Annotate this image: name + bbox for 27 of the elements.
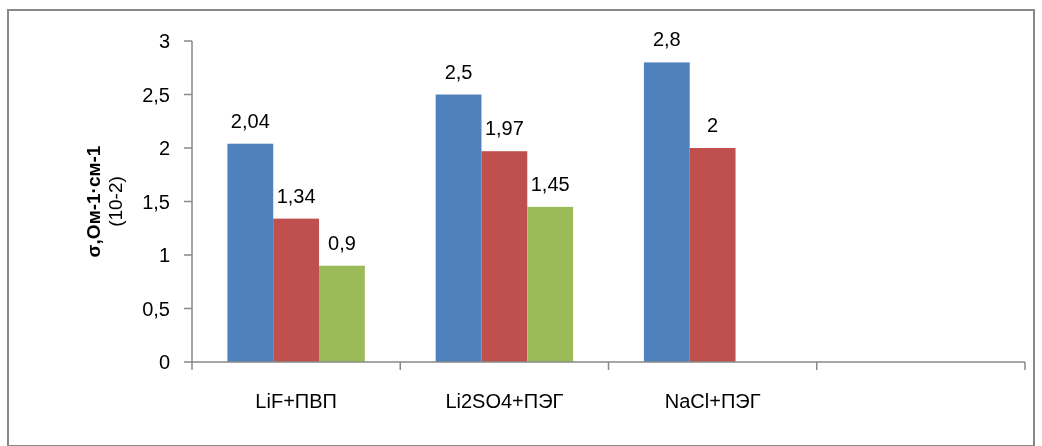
data-label: 1,34 <box>276 184 316 207</box>
data-label: 2 <box>707 114 719 136</box>
data-label: 2,8 <box>652 28 681 51</box>
y-tick-label: 1,5 <box>142 190 170 213</box>
bar <box>227 143 274 362</box>
data-label: 2,5 <box>444 60 473 83</box>
data-label: 1,45 <box>530 172 570 195</box>
data-label: 1,97 <box>484 117 524 140</box>
bar <box>319 265 365 362</box>
y-tick-label: 0 <box>158 351 170 373</box>
y-tick-label: 0,5 <box>142 297 170 320</box>
bar <box>527 206 574 362</box>
y-tick-label: 1 <box>158 244 170 266</box>
bar <box>481 151 528 362</box>
y-axis-title: σ,Ом-1·см-1 (10-2) <box>83 145 126 258</box>
y-tick-label: 2,5 <box>142 83 170 106</box>
y-tick-label: 3 <box>158 30 170 52</box>
x-tick-label: Li2SO4+ПЭГ <box>445 390 564 412</box>
bar <box>435 94 482 362</box>
data-label: 2,04 <box>230 109 270 132</box>
x-tick-label: LiF+ПВП <box>255 390 337 412</box>
bar <box>273 218 320 362</box>
y-tick-label: 2 <box>158 137 170 159</box>
bar <box>643 62 690 362</box>
data-label: 0,9 <box>328 231 356 254</box>
bar <box>689 148 736 362</box>
x-tick-label: NaCl+ПЭГ <box>664 390 761 412</box>
